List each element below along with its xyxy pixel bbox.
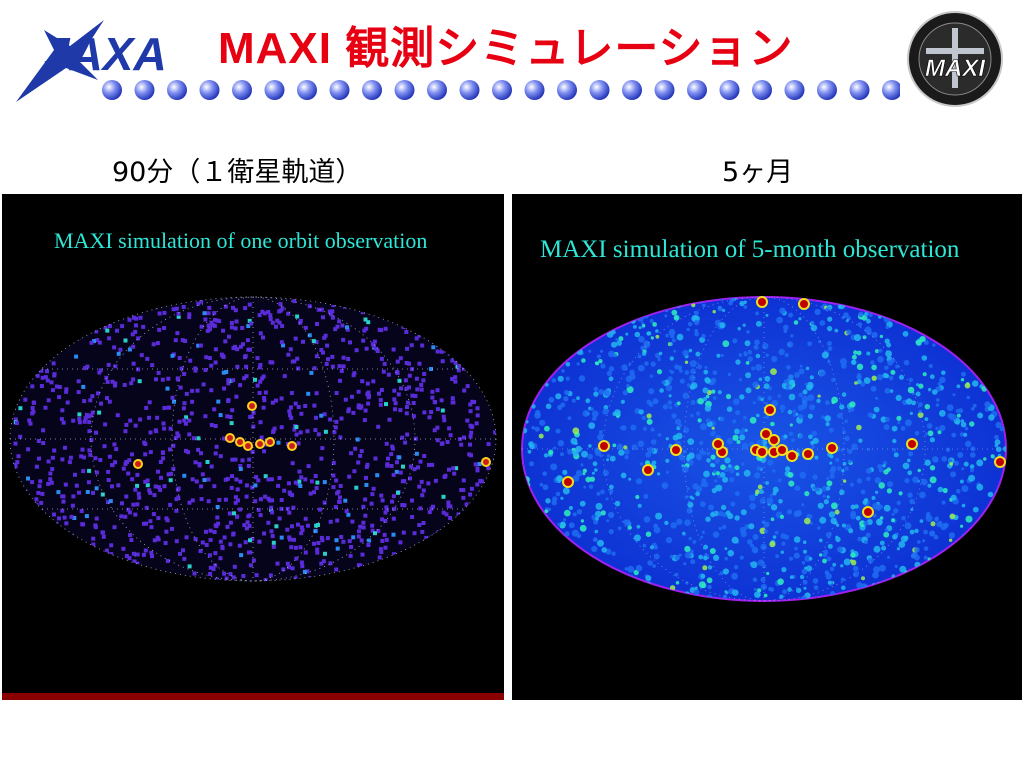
jaxa-logo: JAXA [14,10,179,108]
right-panel-title: MAXI simulation of 5-month observation [540,236,960,263]
page-title: MAXI 観測シミュレーション [218,24,794,73]
maxi-mission-badge: MAXI [906,10,1004,108]
jaxa-logo-text: JAXA [44,28,167,80]
five-month-simulation-image: MAXI simulation of 5-month observation [512,194,1022,700]
right-panel-caption: 5ヶ月 [722,157,794,188]
bottom-red-bar [2,693,504,700]
left-panel-caption: 90分（１衛星軌道） [112,157,363,188]
badge-text: MAXI [925,55,986,82]
left-panel-title: MAXI simulation of one orbit observation [54,228,428,253]
sky-map-ellipse [10,297,496,581]
one-orbit-simulation-image: MAXI simulation of one orbit observation [2,194,504,700]
decorative-dot-row [102,80,900,100]
